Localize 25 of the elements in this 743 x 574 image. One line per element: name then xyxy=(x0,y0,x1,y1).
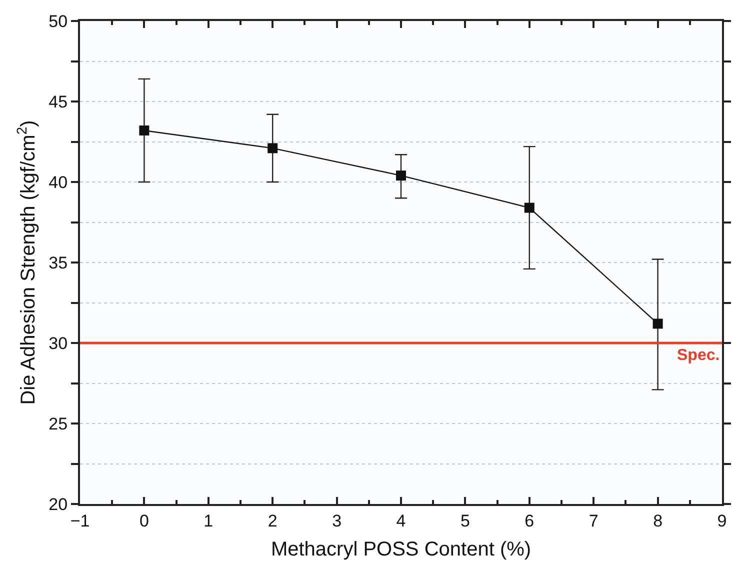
y-tick-label: 20 xyxy=(48,494,68,514)
y-tick-label: 25 xyxy=(48,414,68,434)
point xyxy=(652,318,663,329)
x-tick-label: 8 xyxy=(653,511,663,530)
x-tick-label: 1 xyxy=(204,511,214,530)
y-tick-label: 45 xyxy=(48,92,68,112)
x-tick-label: −1 xyxy=(70,511,90,530)
point xyxy=(139,125,150,136)
x-axis-title: Methacryl POSS Content (%) xyxy=(270,538,532,560)
x-tick-label: 2 xyxy=(268,511,278,530)
point xyxy=(268,143,278,154)
y-tick-label: 40 xyxy=(48,172,68,192)
y-tick-label: 30 xyxy=(48,334,68,353)
x-tick-label: 6 xyxy=(524,511,534,530)
x-tick-label: 9 xyxy=(717,511,727,530)
x-tick-label: 3 xyxy=(332,511,342,530)
y-tick-label: 50 xyxy=(48,12,68,31)
x-tick-label: 7 xyxy=(588,511,598,530)
y-tick-label: 35 xyxy=(48,253,68,272)
x-tick-label: 5 xyxy=(460,511,470,530)
point xyxy=(524,202,534,213)
ref-line-label: Spec. xyxy=(677,347,720,364)
x-tick-label: 4 xyxy=(396,511,406,530)
point xyxy=(396,170,406,181)
x-tick-label: 0 xyxy=(139,511,149,530)
